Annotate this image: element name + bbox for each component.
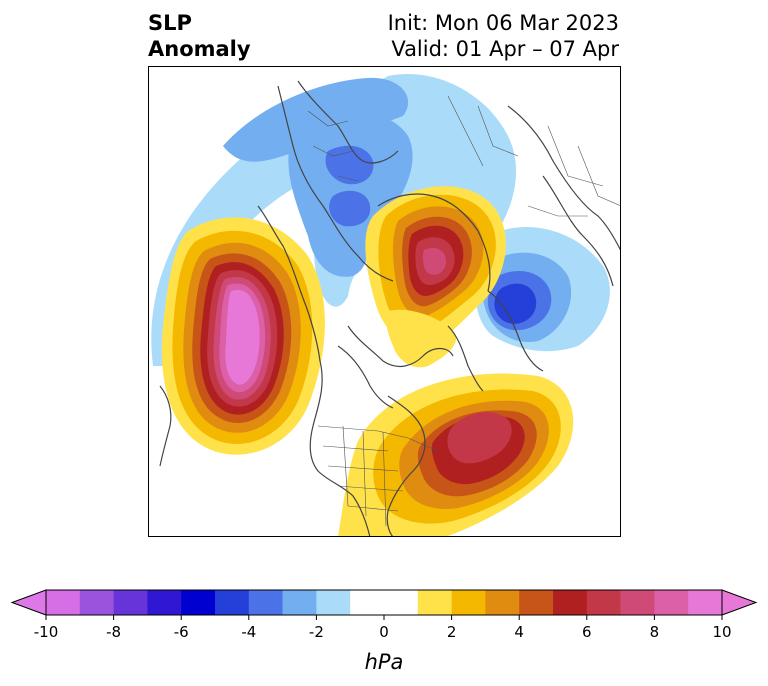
colorbar-tick-label: 10 — [712, 623, 731, 641]
colorbar-over-arrow — [721, 589, 758, 616]
colorbar-tick-label: -2 — [309, 623, 324, 641]
colorbar-segment — [147, 590, 182, 615]
colorbar-segment — [586, 590, 621, 615]
colorbar-ticks: -10 -8 -6 -4 -2 0 2 4 6 8 10 — [34, 615, 732, 641]
colorbar-tick-label: 8 — [650, 623, 660, 641]
colorbar-segment — [519, 590, 554, 615]
colorbar-segment — [282, 590, 317, 615]
borders — [307, 95, 621, 527]
colorbar-segment — [215, 590, 250, 615]
colorbar-segment — [688, 590, 723, 615]
valid-range: Valid: 01 Apr – 07 Apr — [391, 37, 619, 61]
colorbar-tick-label: 6 — [582, 623, 592, 641]
colorbar-segment — [316, 590, 351, 615]
colorbar-segment — [46, 590, 81, 615]
title-right: Init: Mon 06 Mar 2023 Valid: 01 Apr – 07… — [388, 10, 619, 62]
coastlines — [159, 80, 621, 537]
atlantic-high — [338, 309, 574, 537]
colorbar-segment — [113, 590, 148, 615]
colorbar-segment — [620, 590, 655, 615]
colorbar-segments — [46, 590, 723, 615]
colorbar-tick-label: 2 — [447, 623, 457, 641]
colorbar-tick-label: -4 — [241, 623, 256, 641]
colorbar-segment — [654, 590, 689, 615]
colorbar: -10 -8 -6 -4 -2 0 2 4 6 8 10 hPa — [10, 589, 758, 674]
colorbar-segment — [553, 590, 588, 615]
title-left: SLP Anomaly — [148, 10, 251, 62]
colorbar-tick-label: 4 — [514, 623, 524, 641]
slp-anomaly-map — [148, 66, 621, 537]
colorbar-tick-label: -6 — [174, 623, 189, 641]
colorbar-segment — [79, 590, 114, 615]
title-anomaly: Anomaly — [148, 37, 251, 61]
pacific-high — [161, 217, 325, 455]
blue-core-6hpa-asia — [494, 283, 537, 324]
init-date: Init: Mon 06 Mar 2023 — [387, 11, 619, 35]
colorbar-segment — [485, 590, 520, 615]
colorbar-segment — [181, 590, 216, 615]
colorbar-under-arrow — [10, 589, 47, 616]
blue-band-4hpa-b — [329, 190, 371, 227]
colorbar-segment — [248, 590, 283, 615]
blue-band-4hpa — [325, 145, 374, 185]
arctic-high — [365, 186, 506, 349]
colorbar-segment — [451, 590, 486, 615]
map-frame — [148, 66, 621, 537]
colorbar-segment — [350, 590, 419, 615]
colorbar-unit-label: hPa — [365, 650, 404, 674]
title-variable: SLP — [148, 11, 192, 35]
colorbar-tick-label: -10 — [34, 623, 59, 641]
colorbar-tick-label: -8 — [106, 623, 121, 641]
colorbar-segment — [417, 590, 452, 615]
colorbar-tick-label: 0 — [379, 623, 389, 641]
